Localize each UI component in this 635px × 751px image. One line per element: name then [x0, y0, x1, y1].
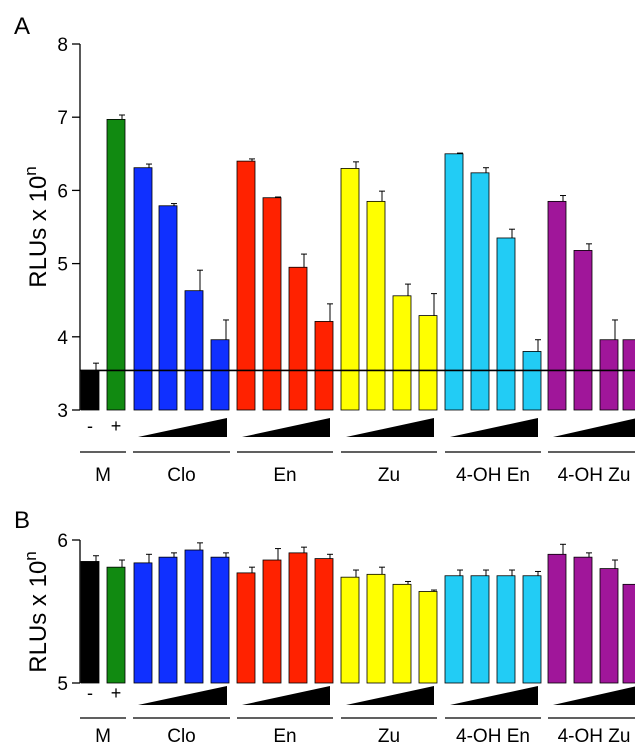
bar: [210, 339, 230, 411]
group-label: En: [273, 726, 296, 746]
bar: [522, 575, 542, 684]
bar: [210, 556, 230, 684]
group-label: Zu: [378, 465, 400, 486]
bar: [236, 160, 256, 411]
bar: [106, 118, 126, 411]
control-tick-label: -: [87, 683, 93, 703]
panel-a-chart: 3 4 5 6 7 8 RLUs x 10n - + M Clo En Zu 4-OH En 4-OH Zu: [21, 35, 635, 486]
group-label: En: [273, 465, 296, 486]
bar: [622, 339, 635, 411]
bar: [547, 553, 567, 684]
bar: [366, 573, 386, 684]
bar: [392, 295, 412, 411]
bar: [158, 205, 178, 411]
y-axis-label-text: RLUs x 10: [25, 176, 52, 288]
bar: [106, 566, 126, 684]
bar: [236, 572, 256, 684]
bar: [418, 591, 438, 684]
bar: [522, 351, 542, 411]
y-axis-label: RLUs x 10n: [21, 551, 52, 673]
bar: [158, 556, 178, 684]
dose-wedge: [138, 686, 227, 705]
control-tick-label: -: [87, 416, 93, 436]
dose-wedge: [242, 686, 330, 705]
panel-label-b: B: [14, 507, 30, 534]
dose-wedge: [450, 686, 538, 705]
y-axis-label-text: RLUs x 10: [25, 561, 52, 673]
dose-wedge: [346, 686, 434, 705]
y-tick-label: 4: [57, 328, 68, 349]
bar: [340, 168, 360, 411]
dose-wedge: [553, 686, 635, 705]
bar: [262, 197, 282, 411]
bar: [496, 237, 516, 411]
bar: [133, 562, 153, 684]
group-label: 4-OH En: [456, 465, 530, 486]
y-tick-label: 3: [57, 401, 68, 422]
group-label: 4-OH Zu: [558, 465, 631, 486]
bar: [444, 575, 464, 684]
dose-wedge: [553, 418, 635, 437]
y-tick-label: 6: [57, 531, 68, 552]
bar: [366, 200, 386, 411]
bar: [288, 552, 308, 684]
bar: [573, 250, 593, 411]
bar: [262, 559, 282, 684]
bar: [314, 321, 334, 411]
group-label: M: [95, 726, 111, 746]
y-axis-label-superscript: n: [21, 551, 40, 560]
bar: [599, 339, 619, 411]
control-tick-label: +: [111, 683, 122, 703]
y-tick-label: 7: [57, 108, 68, 129]
group-label: 4-OH Zu: [558, 726, 631, 746]
group-label: Clo: [167, 465, 196, 486]
bar: [444, 153, 464, 411]
y-axis-label: RLUs x 10n: [21, 166, 52, 288]
bar: [573, 556, 593, 684]
bar: [418, 315, 438, 411]
group-label: Zu: [378, 726, 400, 746]
bar: [470, 575, 490, 684]
y-tick-label: 6: [57, 181, 68, 202]
bar: [133, 167, 153, 411]
bar: [340, 576, 360, 684]
panel-label-a: A: [14, 13, 30, 40]
group-label: 4-OH En: [456, 726, 530, 746]
y-tick-label: 5: [57, 674, 68, 695]
dose-wedge: [138, 418, 227, 437]
bar: [496, 575, 516, 684]
bar: [599, 568, 619, 684]
bar: [288, 266, 308, 411]
bar: [184, 290, 204, 411]
y-axis-label-superscript: n: [21, 166, 40, 175]
bar: [80, 561, 100, 684]
dose-wedge: [450, 418, 538, 437]
bar: [392, 583, 412, 684]
group-label: Clo: [167, 726, 196, 746]
bar: [470, 172, 490, 411]
bar: [314, 558, 334, 684]
control-tick-label: +: [111, 416, 122, 436]
group-label: M: [95, 465, 111, 486]
y-tick-label: 8: [57, 35, 68, 56]
dose-wedge: [242, 418, 330, 437]
bar: [547, 200, 567, 411]
y-tick-label: 5: [57, 255, 68, 276]
bar: [184, 549, 204, 684]
bar: [622, 583, 635, 684]
dose-wedge: [346, 418, 434, 437]
bar: [80, 370, 100, 411]
